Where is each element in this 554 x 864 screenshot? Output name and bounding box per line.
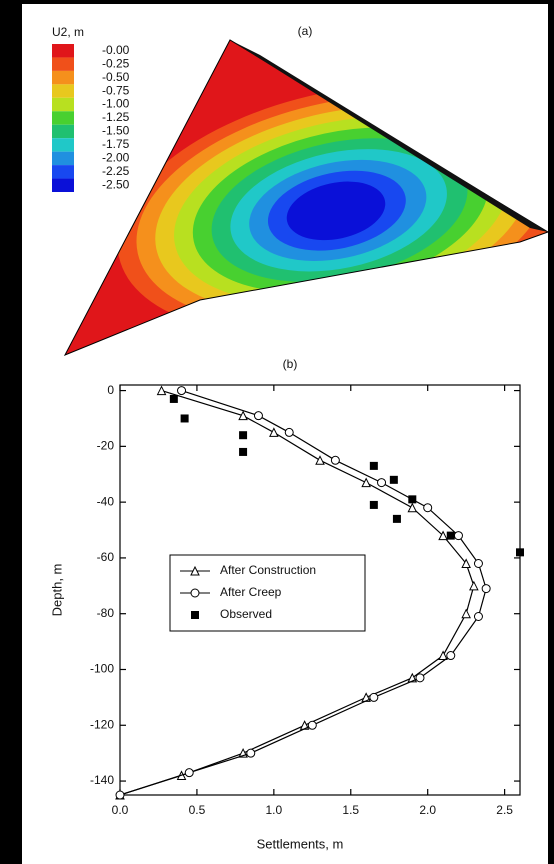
legend-label: -2.25 bbox=[102, 164, 130, 178]
y-tick-label: -140 bbox=[90, 773, 114, 787]
legend-label: -0.50 bbox=[102, 70, 130, 84]
data-point bbox=[239, 447, 248, 456]
y-tick-label: -40 bbox=[97, 494, 115, 508]
chart-title: (b) bbox=[283, 357, 298, 371]
x-tick-label: 0.0 bbox=[112, 803, 129, 817]
data-point bbox=[407, 502, 418, 513]
data-point bbox=[389, 475, 398, 484]
data-point bbox=[461, 558, 471, 569]
legend-marker bbox=[191, 611, 199, 619]
x-axis-label: Settlements, m bbox=[257, 836, 344, 851]
x-tick-label: 0.5 bbox=[189, 803, 206, 817]
legend-title: U2, m bbox=[52, 25, 84, 39]
data-point bbox=[177, 386, 187, 396]
legend-swatch bbox=[52, 151, 74, 166]
data-point bbox=[315, 455, 325, 465]
x-tick-label: 2.5 bbox=[496, 803, 513, 817]
data-point bbox=[415, 673, 425, 683]
legend-label: -1.25 bbox=[102, 110, 130, 124]
data-point bbox=[516, 548, 524, 557]
legend-label: -1.50 bbox=[102, 124, 130, 138]
data-point bbox=[461, 608, 471, 619]
data-point bbox=[473, 559, 483, 569]
x-tick-label: 2.0 bbox=[419, 803, 436, 817]
legend-swatch bbox=[52, 111, 74, 125]
plot-frame bbox=[119, 384, 521, 796]
data-point bbox=[423, 503, 433, 513]
data-point bbox=[239, 431, 248, 440]
legend-swatch bbox=[52, 97, 74, 112]
y-tick-label: -20 bbox=[97, 439, 115, 453]
legend-swatch bbox=[52, 57, 74, 71]
data-point bbox=[269, 427, 279, 437]
data-point bbox=[453, 531, 463, 541]
data-point bbox=[481, 584, 491, 594]
legend-swatch bbox=[52, 124, 74, 139]
data-point bbox=[156, 385, 167, 396]
data-point bbox=[446, 531, 455, 540]
data-point bbox=[369, 461, 378, 470]
legend-label: -0.75 bbox=[102, 83, 130, 97]
legend-label: After Creep bbox=[220, 585, 282, 599]
data-point bbox=[361, 477, 371, 488]
legend-marker bbox=[190, 588, 200, 598]
data-point bbox=[184, 768, 194, 778]
legend-label: -1.75 bbox=[102, 137, 130, 151]
legend-swatch bbox=[52, 165, 74, 179]
y-axis-label: Depth, m bbox=[49, 564, 64, 617]
data-point bbox=[392, 514, 401, 523]
contour-edge bbox=[230, 40, 548, 232]
legend-label: Observed bbox=[220, 607, 272, 621]
legend-label: -1.00 bbox=[102, 97, 130, 111]
legend-label: -0.25 bbox=[102, 56, 130, 70]
data-point bbox=[473, 611, 483, 621]
legend-swatch bbox=[52, 70, 74, 85]
data-point bbox=[408, 495, 417, 504]
legend-label: After Construction bbox=[220, 563, 316, 577]
data-point bbox=[438, 530, 448, 541]
legend-label: -0.00 bbox=[102, 43, 130, 57]
data-point bbox=[180, 414, 189, 423]
legend-label: -2.50 bbox=[102, 177, 130, 191]
data-point bbox=[169, 394, 178, 403]
legend-label: -2.00 bbox=[102, 151, 130, 165]
y-tick-label: -60 bbox=[97, 550, 115, 564]
legend-swatch bbox=[52, 44, 74, 58]
data-point bbox=[369, 692, 379, 702]
panel-label: (a) bbox=[298, 24, 313, 38]
x-tick-label: 1.5 bbox=[342, 803, 359, 817]
x-tick-label: 1.0 bbox=[266, 803, 283, 817]
data-point bbox=[438, 650, 448, 661]
data-point bbox=[469, 580, 479, 591]
data-point bbox=[446, 651, 456, 661]
data-point bbox=[369, 500, 378, 509]
contour-legend: -0.00-0.25-0.50-0.75-1.00-1.25-1.50-1.75… bbox=[52, 43, 130, 192]
y-tick-label: -80 bbox=[97, 606, 115, 620]
data-point bbox=[377, 478, 387, 488]
legend-swatch bbox=[52, 178, 74, 192]
contour-band bbox=[286, 181, 386, 241]
data-point bbox=[253, 411, 263, 421]
y-tick-label: 0 bbox=[107, 383, 114, 397]
legend-swatch bbox=[52, 84, 74, 98]
y-tick-label: -120 bbox=[90, 717, 114, 731]
y-tick-label: -100 bbox=[90, 662, 114, 676]
contour-outline bbox=[63, 39, 550, 356]
data-point bbox=[238, 410, 248, 421]
data-point bbox=[115, 790, 125, 800]
data-point bbox=[284, 427, 294, 437]
legend-marker bbox=[190, 565, 200, 576]
data-point bbox=[246, 748, 256, 758]
data-point bbox=[307, 720, 317, 730]
data-point bbox=[330, 455, 340, 465]
legend-swatch bbox=[52, 138, 74, 152]
